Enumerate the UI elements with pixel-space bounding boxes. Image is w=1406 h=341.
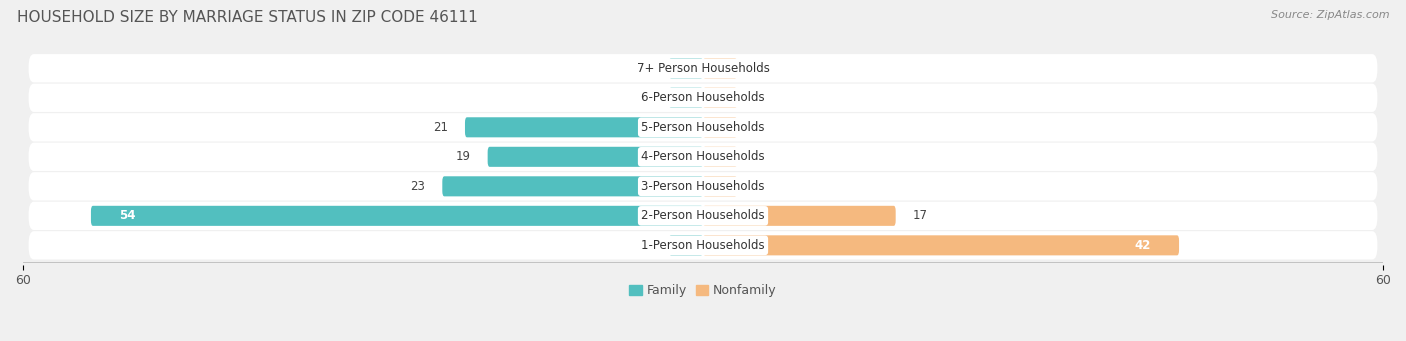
FancyBboxPatch shape (28, 172, 1378, 201)
Text: 19: 19 (456, 150, 471, 163)
FancyBboxPatch shape (28, 84, 1378, 112)
Text: 54: 54 (120, 209, 136, 222)
Text: 0: 0 (754, 121, 762, 134)
FancyBboxPatch shape (669, 235, 703, 255)
FancyBboxPatch shape (669, 58, 703, 78)
FancyBboxPatch shape (703, 147, 737, 167)
FancyBboxPatch shape (703, 58, 737, 78)
FancyBboxPatch shape (28, 202, 1378, 230)
FancyBboxPatch shape (703, 88, 737, 108)
Text: 0: 0 (644, 239, 652, 252)
FancyBboxPatch shape (703, 206, 896, 226)
FancyBboxPatch shape (28, 113, 1378, 142)
FancyBboxPatch shape (488, 147, 703, 167)
FancyBboxPatch shape (91, 206, 703, 226)
FancyBboxPatch shape (28, 54, 1378, 83)
FancyBboxPatch shape (443, 176, 703, 196)
Text: 5-Person Households: 5-Person Households (641, 121, 765, 134)
FancyBboxPatch shape (703, 235, 1180, 255)
Text: 6-Person Households: 6-Person Households (641, 91, 765, 104)
Text: 3-Person Households: 3-Person Households (641, 180, 765, 193)
Text: Source: ZipAtlas.com: Source: ZipAtlas.com (1271, 10, 1389, 20)
Text: 21: 21 (433, 121, 449, 134)
Text: 4-Person Households: 4-Person Households (641, 150, 765, 163)
Text: 0: 0 (754, 180, 762, 193)
Text: 23: 23 (411, 180, 425, 193)
FancyBboxPatch shape (669, 88, 703, 108)
Text: HOUSEHOLD SIZE BY MARRIAGE STATUS IN ZIP CODE 46111: HOUSEHOLD SIZE BY MARRIAGE STATUS IN ZIP… (17, 10, 478, 25)
FancyBboxPatch shape (28, 231, 1378, 260)
Text: 0: 0 (754, 150, 762, 163)
Text: 1-Person Households: 1-Person Households (641, 239, 765, 252)
Legend: Family, Nonfamily: Family, Nonfamily (630, 284, 776, 297)
FancyBboxPatch shape (703, 176, 737, 196)
Text: 0: 0 (644, 91, 652, 104)
FancyBboxPatch shape (28, 143, 1378, 171)
FancyBboxPatch shape (703, 117, 737, 137)
FancyBboxPatch shape (465, 117, 703, 137)
Text: 2-Person Households: 2-Person Households (641, 209, 765, 222)
Text: 0: 0 (754, 91, 762, 104)
Text: 0: 0 (644, 62, 652, 75)
Text: 7+ Person Households: 7+ Person Households (637, 62, 769, 75)
Text: 0: 0 (754, 62, 762, 75)
Text: 42: 42 (1135, 239, 1150, 252)
Text: 17: 17 (912, 209, 928, 222)
